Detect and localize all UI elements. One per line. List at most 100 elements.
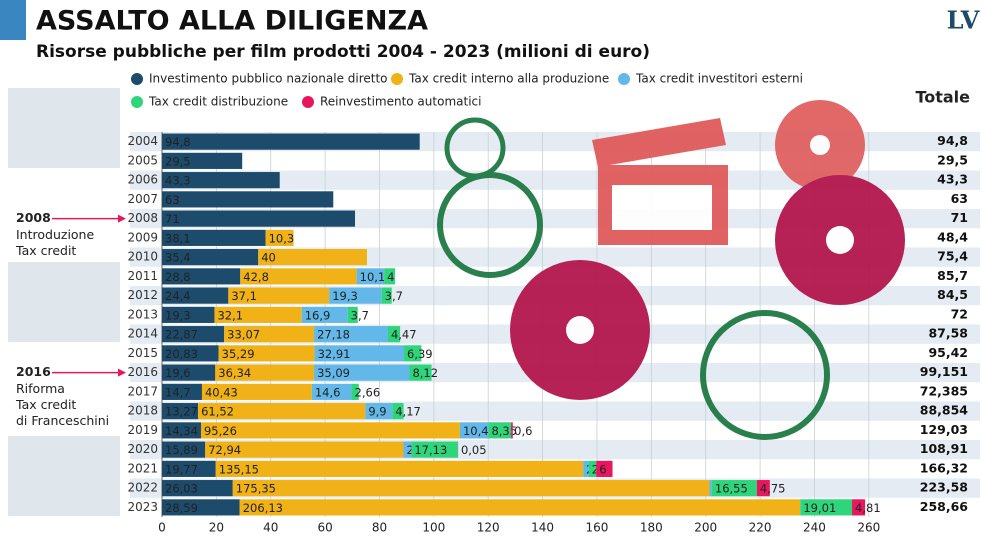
totals-header: Totale: [915, 88, 970, 107]
bar-segment: [709, 480, 712, 497]
annotation-arrowhead: [118, 368, 126, 377]
value-label: 0,05: [461, 443, 487, 457]
bar-segment: [404, 345, 422, 362]
bar-segment: [218, 345, 315, 362]
total-label: 84,5: [937, 287, 968, 302]
bar-segment: [583, 460, 589, 477]
legend-swatch: [302, 96, 314, 108]
legend-label: Investimento pubblico nazionale diretto: [149, 72, 388, 86]
value-label: 63: [165, 193, 180, 207]
value-label: 28,8: [165, 270, 191, 284]
bar-segment: [162, 499, 240, 516]
x-tick-label: 40: [263, 521, 278, 535]
bar-segment: [162, 403, 199, 420]
annotation-text: Introduzione: [16, 227, 94, 242]
value-label: 3,7: [351, 308, 369, 322]
value-label: 8,12: [412, 366, 438, 380]
legend-label: Tax credit interno alla produzione: [408, 72, 609, 86]
value-label: 16,9: [305, 308, 331, 322]
value-label: 95,26: [204, 424, 237, 438]
total-label: 166,32: [920, 460, 968, 475]
bar-segment: [301, 306, 348, 323]
film-strips: [8, 88, 120, 516]
decorations: [437, 100, 905, 440]
x-tick-label: 160: [586, 521, 609, 535]
total-label: 88,854: [920, 403, 969, 418]
value-label: 16,55: [715, 482, 748, 496]
value-label: 19,6: [165, 366, 191, 380]
x-tick-label: 180: [640, 521, 663, 535]
value-label: 28,59: [165, 501, 198, 515]
total-label: 108,91: [920, 441, 968, 456]
bar-segment: [852, 499, 866, 516]
y-tick-label: 2005: [127, 153, 158, 167]
bar-segment: [162, 229, 266, 246]
reel-hole: [826, 226, 854, 254]
total-label: 129,03: [920, 422, 968, 437]
chart-subtitle: Risorse pubbliche per film prodotti 2004…: [36, 42, 650, 62]
reel-hole: [810, 135, 830, 155]
value-label: 32,91: [318, 347, 351, 361]
value-label: 36,34: [218, 366, 251, 380]
value-label: 43,3: [165, 174, 191, 188]
bar-segment: [265, 229, 294, 246]
bar-segment: [200, 422, 460, 439]
value-label: 32,1: [217, 308, 243, 322]
bar-segment: [239, 499, 801, 516]
clapper-slot: [612, 185, 712, 230]
value-label: 29,5: [165, 154, 191, 168]
value-label: 3,7: [385, 289, 403, 303]
total-label: 48,4: [937, 229, 968, 244]
value-label: 94,8: [165, 135, 191, 149]
bar-segment: [347, 306, 358, 323]
value-label: 6: [599, 462, 606, 476]
bar-segment: [162, 480, 233, 497]
value-label: 17,13: [414, 443, 447, 457]
bar-segment: [381, 287, 392, 304]
x-tick-label: 20: [209, 521, 224, 535]
total-label: 95,42: [928, 345, 968, 360]
bar-segment: [365, 403, 393, 420]
total-label: 29,5: [937, 152, 968, 167]
bar-segment: [228, 287, 330, 304]
value-label: 2,66: [355, 385, 381, 399]
x-tick-label: 100: [422, 521, 445, 535]
value-label: 6,39: [407, 347, 433, 361]
total-label: 72,385: [920, 383, 968, 398]
y-tick-label: 2008: [127, 211, 158, 225]
y-tick-label: 2019: [127, 423, 158, 437]
total-label: 223,58: [920, 480, 968, 495]
y-tick-label: 2010: [127, 250, 158, 264]
value-label: 4: [387, 270, 394, 284]
bar-segment: [162, 460, 216, 477]
annotation-text: Tax credit: [15, 397, 76, 412]
bar-segment: [756, 480, 770, 497]
bar-segment: [162, 172, 280, 189]
reel-hole: [566, 316, 594, 344]
value-label: 72,94: [208, 443, 241, 457]
value-label: 19,01: [803, 501, 836, 515]
value-label: 38,1: [165, 231, 191, 245]
bar-segment: [351, 383, 359, 400]
value-label: 40,43: [205, 385, 238, 399]
y-tick-label: 2023: [127, 500, 158, 514]
bar-segment: [387, 326, 401, 343]
bar-segment: [162, 422, 201, 439]
bar-segment: [392, 403, 404, 420]
x-tick-label: 140: [531, 521, 554, 535]
bar-segment: [314, 364, 410, 381]
bar-segment: [162, 441, 206, 458]
film-strip: [8, 262, 120, 342]
bar-segment: [314, 326, 388, 343]
value-label: 14,7: [165, 385, 191, 399]
x-tick-label: 0: [158, 521, 166, 535]
total-label: 75,4: [937, 249, 968, 264]
value-label: 37,1: [231, 289, 257, 303]
row-stripe: [130, 170, 980, 190]
bar-segment: [162, 210, 356, 227]
bar-segment: [258, 249, 367, 266]
value-label: 19,77: [165, 462, 198, 476]
y-tick-label: 2011: [127, 269, 158, 283]
y-tick-label: 2004: [127, 134, 158, 148]
legend-label: Tax credit distribuzione: [148, 95, 288, 109]
